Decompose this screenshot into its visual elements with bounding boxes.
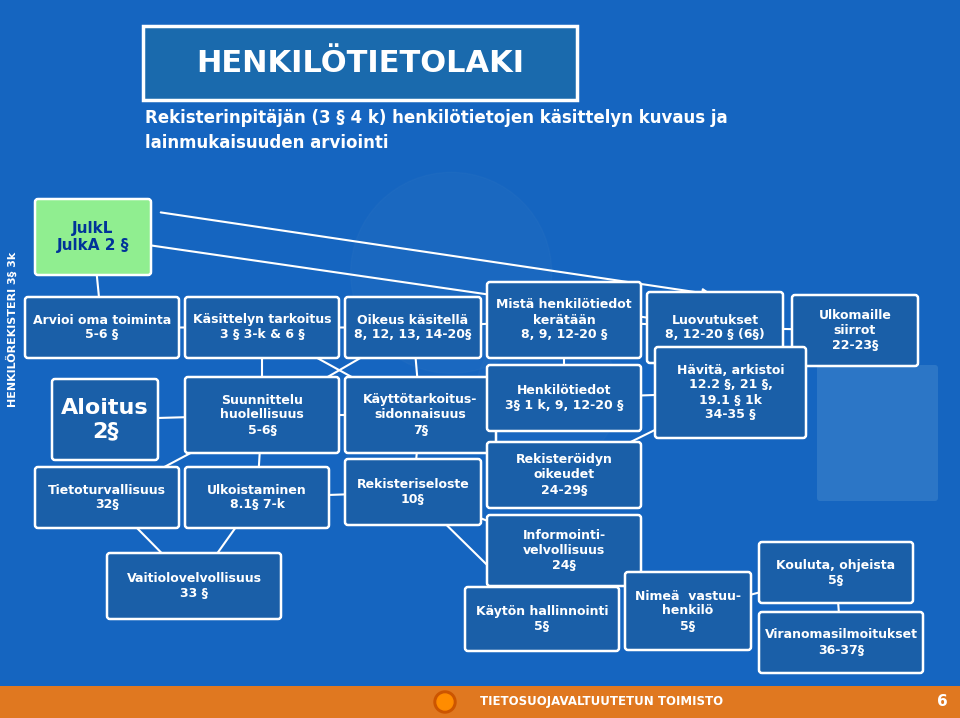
Text: Henkilötiedot
3§ 1 k, 9, 12-20 §: Henkilötiedot 3§ 1 k, 9, 12-20 § — [505, 384, 623, 412]
FancyBboxPatch shape — [759, 612, 923, 673]
FancyBboxPatch shape — [655, 347, 806, 438]
Text: Oikeus käsitellä
8, 12, 13, 14-20§: Oikeus käsitellä 8, 12, 13, 14-20§ — [354, 314, 471, 342]
FancyBboxPatch shape — [185, 297, 339, 358]
Text: Hävitä, arkistoi
12.2 §, 21 §,
19.1 § 1k
34-35 §: Hävitä, arkistoi 12.2 §, 21 §, 19.1 § 1k… — [677, 363, 784, 421]
Text: Rekisteröidyn
oikeudet
24-29§: Rekisteröidyn oikeudet 24-29§ — [516, 454, 612, 497]
Bar — [0, 686, 960, 718]
Text: Aloitus
2§: Aloitus 2§ — [61, 398, 149, 441]
FancyBboxPatch shape — [52, 379, 158, 460]
Text: TIETOSUOJAVALTUUTETUN TOIMISTO: TIETOSUOJAVALTUUTETUN TOIMISTO — [480, 696, 723, 709]
Text: Käyttötarkoitus-
sidonnaisuus
7§: Käyttötarkoitus- sidonnaisuus 7§ — [363, 393, 478, 437]
FancyBboxPatch shape — [345, 459, 481, 525]
Text: 6: 6 — [937, 694, 948, 709]
FancyBboxPatch shape — [647, 292, 783, 363]
Circle shape — [350, 172, 552, 373]
Text: HENKILÖTIETOLAKI: HENKILÖTIETOLAKI — [196, 49, 524, 78]
FancyBboxPatch shape — [487, 515, 641, 586]
Text: Käsittelyn tarkoitus
3 § 3-k & 6 §: Käsittelyn tarkoitus 3 § 3-k & 6 § — [193, 314, 331, 342]
Text: Ulkoistaminen
8.1§ 7-k: Ulkoistaminen 8.1§ 7-k — [207, 483, 307, 511]
FancyBboxPatch shape — [465, 587, 619, 651]
FancyBboxPatch shape — [35, 199, 151, 275]
Circle shape — [434, 691, 456, 713]
Text: Ulkomaille
siirrot
22-23§: Ulkomaille siirrot 22-23§ — [819, 309, 892, 352]
Text: JulkL
JulkA 2 §: JulkL JulkA 2 § — [57, 221, 130, 253]
FancyBboxPatch shape — [487, 442, 641, 508]
Text: Arvioi oma toiminta
5-6 §: Arvioi oma toiminta 5-6 § — [33, 314, 171, 342]
Text: Nimeä  vastuu-
henkilö
5§: Nimeä vastuu- henkilö 5§ — [635, 589, 741, 633]
Text: Suunnittelu
huolellisuus
5-6§: Suunnittelu huolellisuus 5-6§ — [220, 393, 304, 437]
FancyBboxPatch shape — [185, 377, 339, 453]
Text: Viranomasilmoitukset
36-37§: Viranomasilmoitukset 36-37§ — [764, 628, 918, 656]
Text: Rekisteriseloste
10§: Rekisteriseloste 10§ — [356, 478, 469, 506]
FancyBboxPatch shape — [487, 365, 641, 431]
Text: lainmukaisuuden arviointi: lainmukaisuuden arviointi — [145, 134, 389, 152]
FancyBboxPatch shape — [143, 26, 577, 100]
Text: HENKILÖREKISTERI 3§ 3k: HENKILÖREKISTERI 3§ 3k — [7, 251, 17, 406]
Circle shape — [437, 694, 453, 710]
FancyBboxPatch shape — [487, 282, 641, 358]
Text: Käytön hallinnointi
5§: Käytön hallinnointi 5§ — [476, 605, 609, 633]
FancyBboxPatch shape — [185, 467, 329, 528]
FancyBboxPatch shape — [25, 297, 179, 358]
FancyBboxPatch shape — [625, 572, 751, 650]
FancyBboxPatch shape — [345, 297, 481, 358]
Text: Informointi-
velvollisuus
24§: Informointi- velvollisuus 24§ — [522, 529, 606, 572]
FancyBboxPatch shape — [759, 542, 913, 603]
FancyBboxPatch shape — [107, 553, 281, 619]
FancyBboxPatch shape — [792, 295, 918, 366]
Text: Kouluta, ohjeista
5§: Kouluta, ohjeista 5§ — [777, 559, 896, 587]
FancyBboxPatch shape — [35, 467, 179, 528]
FancyBboxPatch shape — [817, 365, 938, 501]
Text: Luovutukset
8, 12-20 § (6§): Luovutukset 8, 12-20 § (6§) — [665, 314, 765, 342]
Text: Mistä henkilötiedot
kerätään
8, 9, 12-20 §: Mistä henkilötiedot kerätään 8, 9, 12-20… — [496, 299, 632, 342]
Text: Rekisterinpitäjän (3 § 4 k) henkilötietojen käsittelyn kuvaus ja: Rekisterinpitäjän (3 § 4 k) henkilötieto… — [145, 109, 728, 127]
FancyBboxPatch shape — [345, 377, 496, 453]
Text: Tietoturvallisuus
32§: Tietoturvallisuus 32§ — [48, 483, 166, 511]
Circle shape — [475, 323, 619, 467]
Text: Vaitiolovelvollisuus
33 §: Vaitiolovelvollisuus 33 § — [127, 572, 261, 600]
